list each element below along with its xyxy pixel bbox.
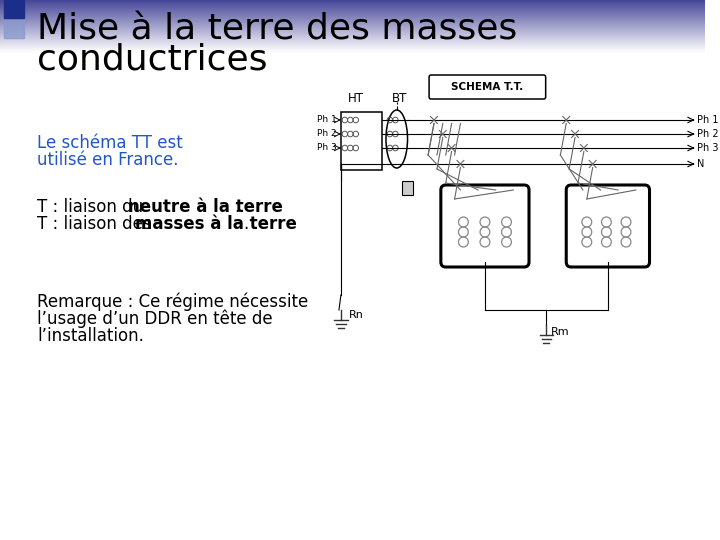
Bar: [0, 18, 706, 19]
Bar: [0, 34, 706, 35]
Text: Le schéma TT est: Le schéma TT est: [37, 134, 183, 152]
Bar: [0, 50, 706, 51]
Bar: [0, 36, 706, 37]
Bar: [0, 4, 706, 5]
Text: Ph 2: Ph 2: [318, 130, 337, 138]
Text: Ph 1: Ph 1: [318, 116, 337, 125]
Bar: [0, 25, 706, 26]
Bar: [0, 22, 706, 23]
Text: conductrices: conductrices: [37, 43, 268, 77]
Bar: [402, 181, 413, 195]
Text: Ph 3: Ph 3: [696, 143, 718, 153]
Bar: [0, 31, 706, 32]
Bar: [0, 26, 706, 27]
Bar: [0, 46, 706, 47]
Bar: [0, 33, 706, 34]
Text: neutre à la terre: neutre à la terre: [128, 198, 283, 216]
Bar: [0, 35, 706, 36]
Text: .: .: [234, 198, 239, 216]
Text: Remarque : Ce régime nécessite: Remarque : Ce régime nécessite: [37, 293, 308, 311]
Bar: [0, 6, 706, 7]
Bar: [0, 15, 706, 16]
Text: Ph 2: Ph 2: [696, 129, 718, 139]
Text: HT: HT: [348, 92, 364, 105]
Bar: [4, 20, 24, 38]
FancyBboxPatch shape: [566, 185, 649, 267]
Bar: [0, 20, 706, 21]
Bar: [0, 21, 706, 22]
Bar: [0, 41, 706, 42]
Text: T : liaison du: T : liaison du: [37, 198, 148, 216]
Text: .: .: [243, 215, 248, 233]
Text: Rm: Rm: [552, 327, 570, 337]
Bar: [0, 0, 706, 1]
Bar: [0, 14, 706, 15]
Bar: [0, 45, 706, 46]
Bar: [341, 112, 382, 170]
Bar: [0, 5, 706, 6]
Bar: [0, 40, 706, 41]
Bar: [0, 42, 706, 43]
Text: Ph 1: Ph 1: [696, 115, 718, 125]
Bar: [0, 2, 706, 3]
Bar: [0, 38, 706, 39]
Bar: [0, 27, 706, 28]
Text: Rn: Rn: [348, 310, 364, 320]
Text: BT: BT: [392, 92, 408, 105]
Bar: [0, 39, 706, 40]
Text: SCHEMA T.T.: SCHEMA T.T.: [451, 82, 523, 92]
Text: T : liaison des: T : liaison des: [37, 215, 157, 233]
Bar: [0, 11, 706, 12]
FancyBboxPatch shape: [441, 185, 529, 267]
Text: Mise à la terre des masses: Mise à la terre des masses: [37, 13, 518, 47]
Bar: [0, 47, 706, 48]
Bar: [0, 10, 706, 11]
Bar: [0, 49, 706, 50]
Text: N: N: [696, 159, 704, 169]
Bar: [0, 37, 706, 38]
Bar: [0, 9, 706, 10]
Bar: [0, 48, 706, 49]
Bar: [0, 32, 706, 33]
Bar: [0, 16, 706, 17]
FancyBboxPatch shape: [429, 75, 546, 99]
Text: masses à la terre: masses à la terre: [135, 215, 297, 233]
Text: Ph 3: Ph 3: [318, 144, 337, 152]
Bar: [0, 3, 706, 4]
Bar: [0, 1, 706, 2]
Bar: [0, 51, 706, 52]
Bar: [0, 8, 706, 9]
Bar: [0, 44, 706, 45]
Bar: [0, 28, 706, 29]
Text: utilisé en France.: utilisé en France.: [37, 151, 179, 169]
Bar: [0, 30, 706, 31]
Text: l’usage d’un DDR en tête de: l’usage d’un DDR en tête de: [37, 310, 273, 328]
Bar: [0, 23, 706, 24]
Text: l’installation.: l’installation.: [37, 327, 144, 345]
Bar: [4, 0, 24, 18]
Bar: [0, 19, 706, 20]
Bar: [0, 43, 706, 44]
Bar: [0, 17, 706, 18]
Bar: [0, 13, 706, 14]
Bar: [0, 7, 706, 8]
Bar: [0, 12, 706, 13]
Bar: [0, 24, 706, 25]
Bar: [0, 29, 706, 30]
